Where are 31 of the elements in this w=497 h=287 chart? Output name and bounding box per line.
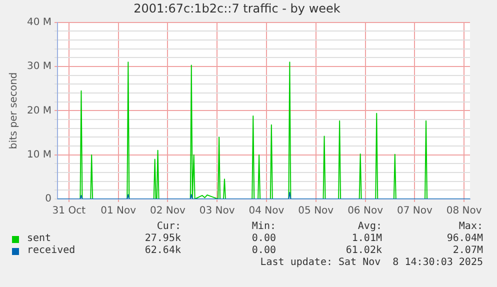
text: Max: <box>458 221 483 233</box>
text: Min: <box>250 221 276 233</box>
text: 2.07M <box>452 245 483 257</box>
legend-label: sent <box>26 233 52 245</box>
x-tick-label: 02 Nov <box>150 206 186 217</box>
text: 0.00 <box>250 245 276 257</box>
y-tick-label: 10 M <box>27 149 52 160</box>
text: 27.95k <box>144 233 181 245</box>
text: 61.02k <box>344 245 382 257</box>
x-tick-label: 31 Oct <box>52 206 86 217</box>
text: 1.01M <box>350 233 382 245</box>
text: 0.00 <box>250 233 276 245</box>
x-tick-label: 05 Nov <box>298 206 334 217</box>
text: Last update: Sat Nov 8 14:30:03 2025 <box>259 257 483 269</box>
x-tick-label: 06 Nov <box>348 206 384 217</box>
y-tick-label: 40 M <box>27 16 52 28</box>
y-tick-label: 0 <box>45 194 52 205</box>
y-axis-title: bits per second <box>8 72 20 150</box>
text: Cur: <box>156 221 181 233</box>
x-tick-label: 01 Nov <box>100 206 136 217</box>
text: 96.04M <box>446 233 483 245</box>
x-tick-label: 04 Nov <box>248 206 284 217</box>
y-tick-label: 30 M <box>27 61 52 72</box>
text: 62.64k <box>144 245 181 257</box>
x-tick-label: 08 Nov <box>446 206 482 217</box>
text: Avg: <box>356 221 382 233</box>
y-tick-label: 20 M <box>27 105 52 116</box>
chart-title: 2001:67c:1b2c::7 traffic - by week <box>134 1 340 16</box>
legend-label: received <box>26 245 76 257</box>
x-tick-label: 03 Nov <box>199 206 235 217</box>
x-tick-label: 07 Nov <box>396 206 432 217</box>
